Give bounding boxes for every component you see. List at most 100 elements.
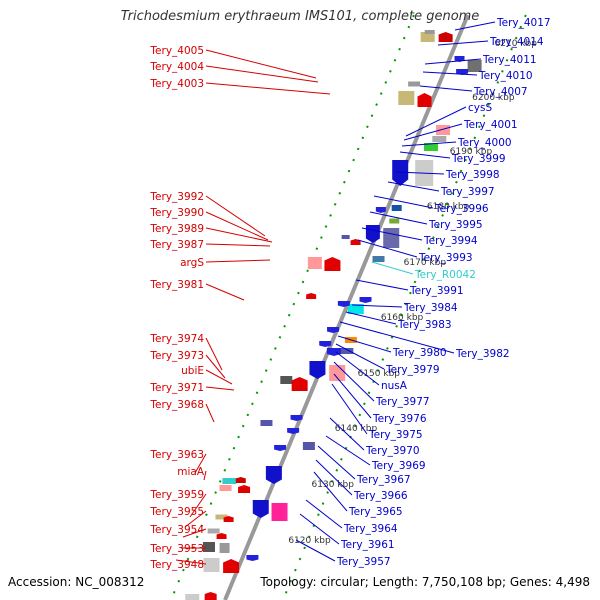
- gene-feature: [423, 143, 438, 151]
- scale-label: 6160 kbp: [381, 313, 424, 323]
- right-leader-line: [299, 513, 340, 545]
- left-gene-label: Tery_3953: [149, 543, 204, 555]
- right-gene-label: Tery_3982: [455, 348, 510, 360]
- left-gene-label: Tery_3971: [149, 382, 204, 394]
- right-leader-line: [317, 445, 356, 480]
- left-leader-line: [194, 453, 207, 474]
- left-gene-label: Tery_3963: [149, 449, 204, 461]
- gene-feature: [238, 485, 251, 493]
- left-gene-label: Tery_3968: [149, 399, 204, 411]
- right-leader-line: [399, 151, 451, 159]
- right-leader-line: [371, 261, 414, 275]
- right-gene-label: Tery_3997: [440, 186, 495, 198]
- left-gene-label: Tery_3973: [149, 350, 204, 362]
- left-gene-label: Tery_3959: [149, 489, 204, 501]
- right-gene-label: Tery_3995: [428, 219, 483, 231]
- left-leader-line: [205, 49, 317, 79]
- right-leader-line: [424, 58, 482, 65]
- scale-label: 6210 kbp: [495, 39, 538, 49]
- right-gene-label: Tery_3979: [385, 364, 440, 376]
- scale-label: 6140 kbp: [335, 424, 378, 434]
- left-leader-line: [205, 386, 235, 391]
- gene-feature: [417, 93, 432, 107]
- right-gene-label: Tery_3965: [348, 506, 403, 518]
- gene-feature: [307, 257, 322, 269]
- left-leader-line: [205, 403, 215, 423]
- left-leader-line: [205, 65, 319, 83]
- left-gene-label: Tery_3981: [149, 279, 204, 291]
- gene-feature: [326, 348, 341, 356]
- right-leader-line: [422, 71, 478, 76]
- right-leader-line: [395, 171, 445, 175]
- scale-label: 6150 kbp: [358, 369, 401, 379]
- gene-feature: [319, 341, 332, 347]
- left-gene-label: Tery_3992: [149, 191, 204, 203]
- left-leader-line: [205, 369, 233, 385]
- left-leader-line: [184, 510, 207, 528]
- right-gene-label: Tery_3970: [365, 445, 420, 457]
- gene-feature: [375, 207, 386, 213]
- left-leader-line: [205, 259, 271, 263]
- gene-feature: [372, 256, 385, 262]
- gene-feature: [324, 257, 341, 271]
- gene-feature: [467, 60, 482, 72]
- right-leader-line: [339, 321, 455, 354]
- right-gene-label: Tery_3980: [392, 347, 447, 359]
- right-leader-line: [335, 343, 385, 370]
- left-gene-label: Tery_4003: [149, 78, 204, 90]
- right-leader-line: [315, 459, 353, 496]
- scale-label: 6200 kbp: [472, 93, 515, 103]
- right-gene-label: Tery_3966: [353, 490, 408, 502]
- right-gene-label: Tery_3967: [356, 474, 411, 486]
- right-gene-label: Tery_3977: [375, 396, 430, 408]
- right-leader-line: [351, 304, 403, 308]
- right-leader-line: [369, 211, 428, 225]
- right-leader-line: [387, 181, 440, 192]
- gene-feature: [365, 225, 380, 243]
- right-leader-line: [333, 361, 375, 402]
- gene-feature: [280, 376, 293, 384]
- right-gene-label: Tery_3998: [445, 169, 500, 181]
- gene-feature: [274, 445, 287, 451]
- right-gene-label: Tery_3984: [403, 302, 458, 314]
- right-gene-label: Tery_3991: [409, 285, 464, 297]
- right-gene-label: Tery_4010: [478, 70, 533, 82]
- gene-feature: [329, 365, 346, 381]
- right-leader-line: [345, 311, 397, 325]
- left-gene-label: Tery_3990: [149, 207, 204, 219]
- right-leader-line: [355, 279, 409, 291]
- gene-feature: [219, 485, 232, 491]
- gene-feature: [389, 218, 400, 224]
- gene-feature: [203, 558, 220, 572]
- right-leader-line: [405, 106, 467, 137]
- right-leader-line: [373, 195, 434, 209]
- right-gene-label: Tery_3975: [368, 429, 423, 441]
- gene-feature: [290, 415, 303, 421]
- right-gene-label: Tery_3969: [371, 460, 426, 472]
- right-gene-label: Tery_3994: [423, 235, 478, 247]
- right-gene-label: Tery_4011: [482, 54, 537, 66]
- gene-feature: [392, 160, 409, 186]
- genome-title: Trichodesmium erythraeum IMS101, complet…: [120, 9, 480, 24]
- right-gene-label: Tery_3983: [397, 319, 452, 331]
- left-gene-label: Tery_3954: [149, 524, 204, 536]
- left-leader-line: [205, 211, 269, 241]
- right-leader-line: [361, 227, 423, 241]
- right-leader-line: [329, 417, 365, 451]
- right-gene-label: Tery_3993: [418, 252, 473, 264]
- gene-feature: [398, 91, 415, 105]
- gene-feature: [436, 125, 451, 135]
- gene-feature: [309, 361, 326, 379]
- left-gene-label: Tery_3987: [149, 239, 204, 251]
- right-gene-label: Tery_3999: [451, 153, 506, 165]
- left-gene-label: miaA: [177, 466, 205, 478]
- left-gene-label: ubiE: [181, 365, 204, 377]
- gene-feature: [216, 533, 227, 539]
- gene-feature: [287, 428, 300, 434]
- right-gene-label: Tery_3996: [434, 203, 489, 215]
- gene-feature: [306, 293, 317, 299]
- gene-feature: [291, 377, 308, 391]
- gene-feature: [383, 228, 400, 248]
- left-leader-line: [189, 493, 207, 518]
- gene-feature: [222, 478, 237, 484]
